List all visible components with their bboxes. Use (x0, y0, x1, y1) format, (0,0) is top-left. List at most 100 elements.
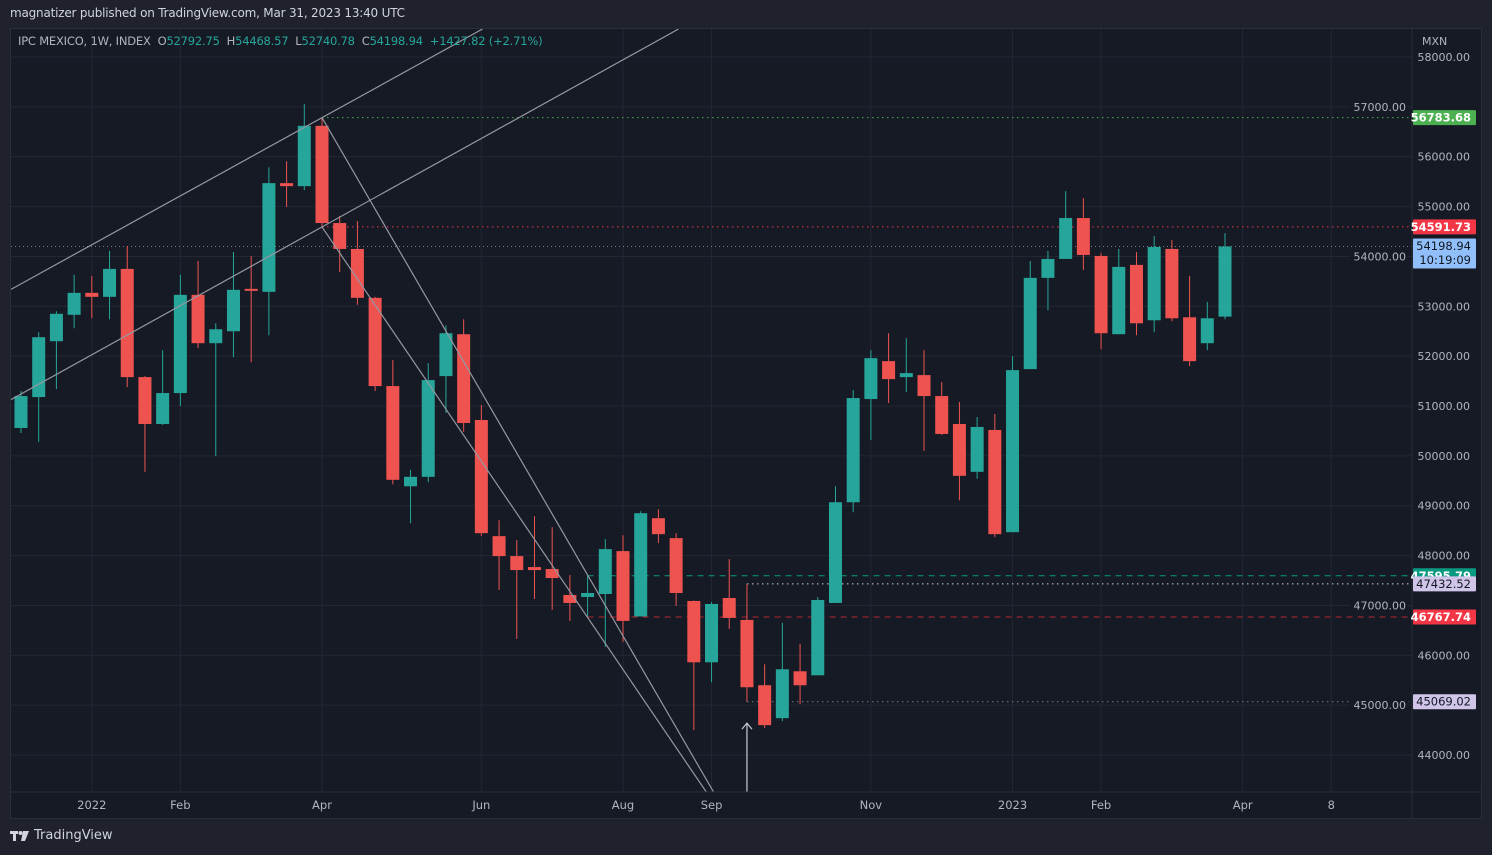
legend-open-label: O (157, 34, 167, 48)
candle-up (209, 323, 223, 456)
trend-line[interactable] (11, 29, 679, 401)
trend-line[interactable] (321, 117, 715, 792)
trend-line[interactable] (321, 226, 707, 792)
candle-down (191, 260, 205, 349)
candle-up (634, 511, 648, 617)
price-tick-label: 51000.00 (1418, 400, 1471, 413)
candle-body (386, 386, 400, 480)
currency-label: MXN (1422, 35, 1447, 48)
candle-body (740, 619, 754, 688)
candle-body (917, 375, 931, 397)
candle-body (793, 671, 807, 686)
candle-body (14, 396, 28, 428)
candle-body (581, 592, 595, 597)
candle-body (32, 337, 46, 398)
legend-high-label: H (226, 34, 236, 48)
candle-body (1059, 218, 1073, 259)
candle-down (563, 575, 577, 621)
price-tick-label: 56000.00 (1418, 151, 1471, 164)
price-badge-text: 10:19:09 (1419, 253, 1471, 267)
candle-body (616, 551, 630, 621)
candle-up (828, 486, 842, 603)
price-badge-bg (1413, 609, 1476, 625)
time-tick-label: 8 (1328, 798, 1335, 812)
candle-body (457, 334, 471, 423)
candle-body (209, 329, 223, 344)
candle-down (457, 319, 471, 432)
candle-down (882, 333, 896, 404)
legend-low-value: 52740.78 (301, 34, 355, 48)
price-tick-label: 44000.00 (1418, 749, 1471, 762)
drawings (11, 29, 753, 792)
candle-up (705, 601, 719, 683)
candle-down (988, 413, 1002, 538)
candle-body (1041, 258, 1055, 278)
candle-body (173, 294, 187, 394)
candle-body (669, 538, 683, 593)
candle-down (917, 350, 931, 451)
candle-down (368, 296, 382, 392)
candle-body (368, 297, 382, 387)
candle-down (333, 216, 347, 272)
candle-up (1218, 233, 1232, 320)
candle-body (474, 419, 488, 534)
candle-body (687, 600, 701, 663)
candle-body (705, 603, 719, 663)
publish-info: magnatizer published on TradingView.com,… (10, 6, 405, 20)
price-badge-bg (1413, 576, 1476, 592)
candle-body (1006, 370, 1020, 533)
candle-down (758, 664, 772, 729)
level-price-badge: 45069.02 (1413, 694, 1476, 710)
footer: TradingView (10, 828, 113, 843)
candle-body (811, 599, 825, 676)
tradingview-logo-icon (10, 830, 29, 841)
legend-high-value: 54468.57 (235, 34, 289, 48)
candle-down (687, 600, 701, 731)
price-badge-bg (1413, 110, 1476, 126)
candle-body (350, 248, 364, 298)
candle-body (1165, 248, 1179, 319)
candle-body (439, 333, 453, 377)
price-tick-label-bg (1350, 249, 1408, 264)
candle-body (67, 292, 81, 315)
candle-down (1165, 239, 1179, 322)
price-badge-text: 45069.02 (1416, 695, 1471, 709)
candle-down (1129, 251, 1143, 336)
time-axis[interactable]: 2022 Feb Apr Jun Aug Sep Nov 2023 Feb Apr 8 (77, 798, 1335, 812)
candle-down (669, 533, 683, 606)
candle-up (1200, 301, 1214, 351)
candle-body (1094, 255, 1108, 334)
candle-body (758, 685, 772, 726)
candle-up (226, 251, 240, 358)
candle-down (952, 402, 966, 501)
price-tick-label-bg (1350, 598, 1408, 613)
candle-body (1200, 318, 1214, 344)
time-tick-label: Apr (1233, 798, 1253, 812)
candle-body (634, 513, 648, 617)
candle-body (952, 423, 966, 476)
candle-down (1183, 275, 1197, 367)
candle-body (899, 373, 913, 378)
candle-down (510, 540, 524, 639)
candle-body (598, 549, 612, 594)
candle-down (138, 376, 152, 472)
legend: IPC MEXICO, 1W, INDEX O52792.75 H54468.5… (18, 34, 543, 48)
price-tick-label: 58000.00 (1418, 51, 1471, 64)
legend-close-label: C (361, 34, 370, 48)
candle-down (1094, 252, 1108, 350)
level-price-badge: 47432.52 (1413, 576, 1476, 592)
price-tick-label-bg (1350, 99, 1408, 114)
candle-up (156, 350, 170, 425)
candle-down (474, 405, 488, 537)
price-axis[interactable]: 58000.00 57000.00 56000.00 55000.00 54000.00… (1350, 51, 1470, 762)
candle-body (527, 567, 541, 571)
candle-body (970, 426, 984, 472)
candle-body (864, 358, 878, 400)
trend-line[interactable] (11, 29, 483, 290)
price-badge-text: 46767.74 (1411, 610, 1471, 624)
candle-body (775, 669, 789, 719)
candle-up (103, 250, 117, 320)
candle-body (1218, 246, 1232, 317)
